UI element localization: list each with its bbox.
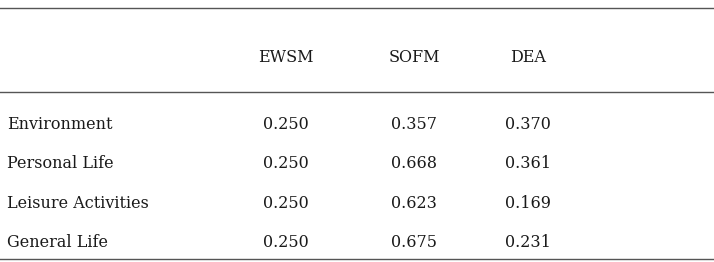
Text: Environment: Environment — [7, 116, 113, 133]
Text: 0.250: 0.250 — [263, 155, 308, 172]
Text: 0.250: 0.250 — [263, 116, 308, 133]
Text: 0.675: 0.675 — [391, 234, 437, 251]
Text: 0.361: 0.361 — [506, 155, 551, 172]
Text: EWSM: EWSM — [258, 49, 313, 66]
Text: 0.250: 0.250 — [263, 234, 308, 251]
Text: 0.169: 0.169 — [506, 195, 551, 211]
Text: 0.623: 0.623 — [391, 195, 437, 211]
Text: Leisure Activities: Leisure Activities — [7, 195, 149, 211]
Text: General Life: General Life — [7, 234, 108, 251]
Text: SOFM: SOFM — [388, 49, 440, 66]
Text: 0.668: 0.668 — [391, 155, 437, 172]
Text: 0.250: 0.250 — [263, 195, 308, 211]
Text: 0.231: 0.231 — [506, 234, 551, 251]
Text: DEA: DEA — [511, 49, 546, 66]
Text: 0.357: 0.357 — [391, 116, 437, 133]
Text: 0.370: 0.370 — [506, 116, 551, 133]
Text: Personal Life: Personal Life — [7, 155, 114, 172]
